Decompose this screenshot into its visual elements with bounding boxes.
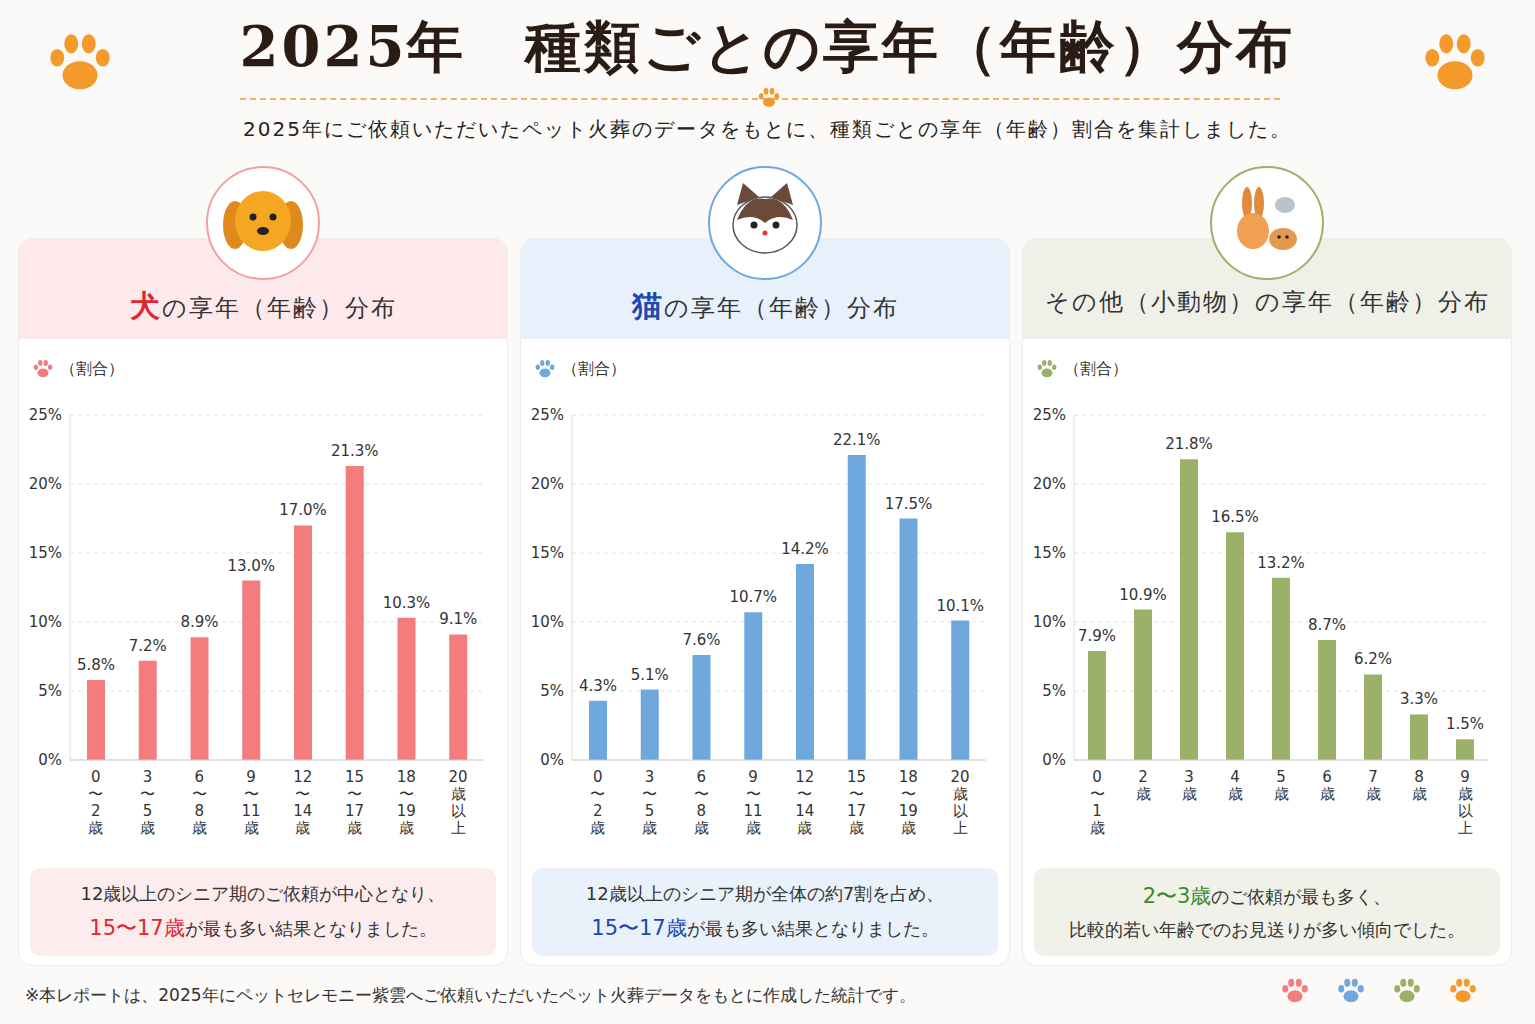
svg-text:18〜19歳: 18〜19歳 <box>899 768 918 837</box>
svg-text:10.1%: 10.1% <box>936 597 984 615</box>
svg-text:3歳: 3歳 <box>1182 768 1197 803</box>
html-text:（割合）: （割合） <box>60 358 124 378</box>
svg-text:9歳以上: 9歳以上 <box>1458 768 1473 837</box>
svg-text:0%: 0% <box>38 751 62 769</box>
svg-text:9〜11歳: 9〜11歳 <box>242 768 261 837</box>
svg-text:7.6%: 7.6% <box>682 631 720 649</box>
svg-text:10%: 10% <box>1033 613 1066 631</box>
svg-text:6〜8歳: 6〜8歳 <box>694 768 709 837</box>
svg-text:3〜5歳: 3〜5歳 <box>140 768 155 837</box>
svg-text:15〜17歳: 15〜17歳 <box>847 768 866 837</box>
svg-text:22.1%: 22.1% <box>833 431 881 449</box>
svg-text:0%: 0% <box>540 751 564 769</box>
html-text:その他（小動物）の享年（年齢）分布: その他（小動物）の享年（年齢）分布 <box>1044 288 1490 316</box>
svg-text:0〜2歳: 0〜2歳 <box>590 768 605 837</box>
svg-text:8.7%: 8.7% <box>1308 616 1346 634</box>
svg-text:15%: 15% <box>29 544 62 562</box>
svg-text:2歳: 2歳 <box>1136 768 1151 803</box>
svg-text:0%: 0% <box>1042 751 1066 769</box>
svg-text:5.1%: 5.1% <box>631 666 669 684</box>
svg-text:20%: 20% <box>29 475 62 493</box>
svg-text:10%: 10% <box>29 613 62 631</box>
svg-text:13.2%: 13.2% <box>1257 554 1305 572</box>
svg-text:3〜5歳: 3〜5歳 <box>642 768 657 837</box>
html-text:12歳以上のシニア期が全体の約7割を占め、: 12歳以上のシニア期が全体の約7割を占め、 <box>585 883 945 904</box>
html-text:2025年 種類ごとの享年（年齢）分布: 2025年 種類ごとの享年（年齢）分布 <box>239 13 1296 79</box>
svg-text:25%: 25% <box>29 406 62 424</box>
svg-text:8.9%: 8.9% <box>180 613 218 631</box>
svg-text:15%: 15% <box>1033 544 1066 562</box>
svg-text:10.7%: 10.7% <box>729 588 777 606</box>
svg-text:9.1%: 9.1% <box>439 610 477 628</box>
svg-text:14.2%: 14.2% <box>781 540 829 558</box>
svg-text:5歳: 5歳 <box>1274 768 1289 803</box>
svg-text:7歳: 7歳 <box>1366 768 1381 803</box>
svg-text:12〜14歳: 12〜14歳 <box>293 768 312 837</box>
svg-text:25%: 25% <box>531 406 564 424</box>
html-text:※本レポートは、2025年にペットセレモニー紫雲へご依頼いた: ※本レポートは、2025年にペットセレモニー紫雲へご依頼いただいたペット火葬デー… <box>25 985 916 1005</box>
html-text:12歳以上のシニア期のご依頼が中心となり、: 12歳以上のシニア期のご依頼が中心となり、 <box>80 883 446 904</box>
svg-text:3.3%: 3.3% <box>1400 690 1438 708</box>
svg-text:4.3%: 4.3% <box>579 677 617 695</box>
svg-text:20歳以上: 20歳以上 <box>449 768 468 837</box>
svg-text:4歳: 4歳 <box>1228 768 1243 803</box>
svg-text:20%: 20% <box>1033 475 1066 493</box>
svg-text:20%: 20% <box>531 475 564 493</box>
html-text:犬の享年（年齢）分布: 犬の享年（年齢）分布 <box>129 288 397 323</box>
svg-text:8歳: 8歳 <box>1412 768 1427 803</box>
html-text:2〜3歳のご依頼が最も多く、: 2〜3歳のご依頼が最も多く、 <box>1142 884 1392 908</box>
svg-text:10.3%: 10.3% <box>383 594 431 612</box>
html-text:15〜17歳が最も多い結果となりました。: 15〜17歳が最も多い結果となりました。 <box>591 916 939 940</box>
svg-text:17.0%: 17.0% <box>279 501 327 519</box>
svg-text:7.9%: 7.9% <box>1078 627 1116 645</box>
svg-text:6.2%: 6.2% <box>1354 650 1392 668</box>
svg-text:9〜11歳: 9〜11歳 <box>744 768 763 837</box>
svg-text:10%: 10% <box>531 613 564 631</box>
svg-text:6歳: 6歳 <box>1320 768 1335 803</box>
svg-text:5%: 5% <box>38 682 62 700</box>
svg-text:25%: 25% <box>1033 406 1066 424</box>
svg-text:5%: 5% <box>1042 682 1066 700</box>
svg-text:15%: 15% <box>531 544 564 562</box>
svg-text:17.5%: 17.5% <box>885 495 933 513</box>
svg-text:13.0%: 13.0% <box>227 557 275 575</box>
svg-text:21.3%: 21.3% <box>331 442 379 460</box>
html-text:猫の享年（年齢）分布: 猫の享年（年齢）分布 <box>631 288 899 323</box>
svg-text:5%: 5% <box>540 682 564 700</box>
svg-text:20歳以上: 20歳以上 <box>951 768 970 837</box>
html-text:比較的若い年齢でのお見送りが多い傾向でした。: 比較的若い年齢でのお見送りが多い傾向でした。 <box>1069 919 1465 940</box>
svg-text:15〜17歳: 15〜17歳 <box>345 768 364 837</box>
svg-text:7.2%: 7.2% <box>129 637 167 655</box>
svg-text:12〜14歳: 12〜14歳 <box>795 768 814 837</box>
html-text:2025年にご依頼いただいたペット火葬のデータをもとに、種類: 2025年にご依頼いただいたペット火葬のデータをもとに、種類ごとの享年（年齢）割… <box>243 117 1292 141</box>
svg-text:16.5%: 16.5% <box>1211 508 1259 526</box>
html-text:（割合）: （割合） <box>562 358 626 378</box>
svg-text:5.8%: 5.8% <box>77 656 115 674</box>
html-text:（割合）: （割合） <box>1064 358 1128 378</box>
svg-text:1.5%: 1.5% <box>1446 715 1484 733</box>
svg-text:21.8%: 21.8% <box>1165 435 1213 453</box>
svg-text:10.9%: 10.9% <box>1119 586 1167 604</box>
html-text:15〜17歳が最も多い結果となりました。: 15〜17歳が最も多い結果となりました。 <box>89 916 437 940</box>
svg-text:0〜2歳: 0〜2歳 <box>88 768 103 837</box>
svg-text:0〜1歳: 0〜1歳 <box>1090 768 1105 837</box>
svg-text:6〜8歳: 6〜8歳 <box>192 768 207 837</box>
svg-text:18〜19歳: 18〜19歳 <box>397 768 416 837</box>
